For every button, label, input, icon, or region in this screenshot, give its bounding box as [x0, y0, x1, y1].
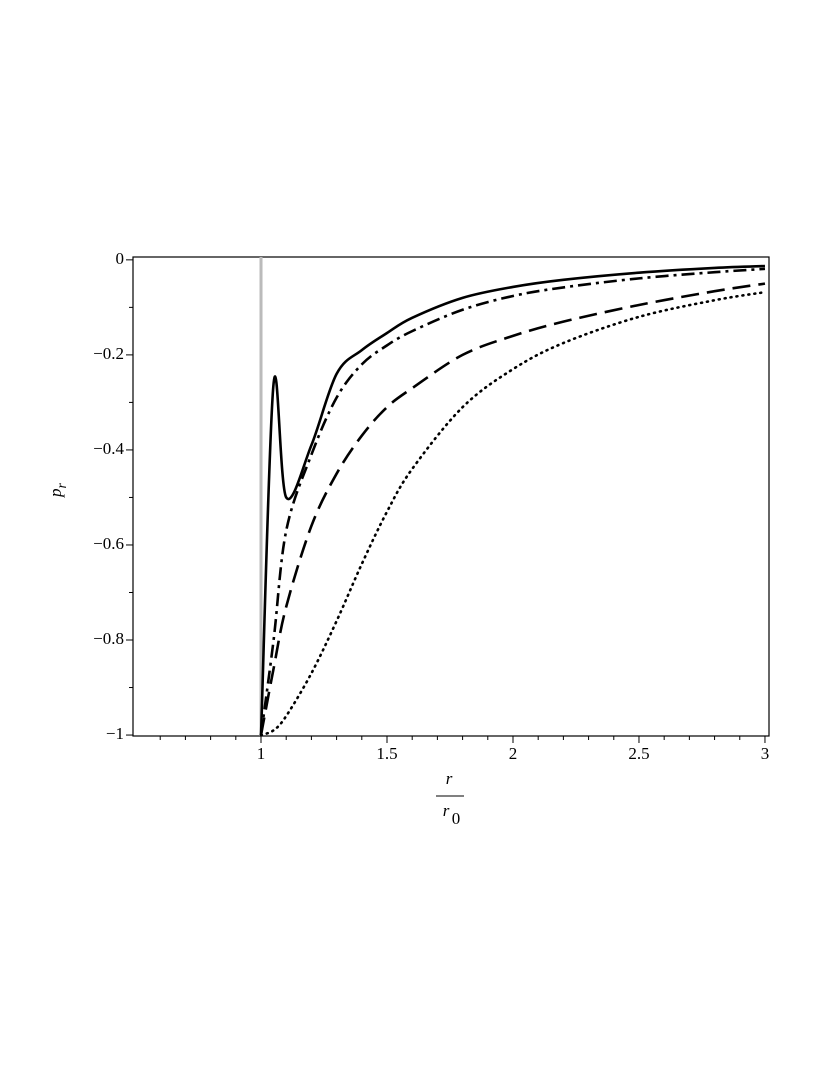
series-line	[259, 264, 766, 736]
plot-frame	[132, 256, 770, 737]
x-tick-label: 3	[761, 744, 770, 763]
y-label-main: p	[46, 488, 65, 498]
y-tick-label: −0.6	[93, 534, 124, 553]
y-tick-label: −0.8	[93, 629, 124, 648]
y-tick-label: −0.4	[93, 439, 124, 458]
y-tick-label: 0	[116, 249, 125, 268]
series-line	[259, 290, 767, 737]
x-label-subscript: 0	[452, 809, 461, 828]
x-tick-label: 2.5	[628, 744, 649, 763]
x-label-numerator: r	[446, 769, 453, 788]
x-tick-label: 1	[257, 744, 266, 763]
y-axis-label: pr	[46, 482, 70, 498]
x-label-denominator: r	[443, 801, 450, 820]
y-tick-label: −0.2	[93, 344, 124, 363]
x-tick-label: 2	[509, 744, 518, 763]
x-tick-label: 1.5	[376, 744, 397, 763]
series-line	[259, 282, 766, 736]
y-label-sub: r	[55, 482, 70, 488]
series-line	[259, 267, 766, 736]
y-tick-label: −1	[106, 724, 124, 743]
